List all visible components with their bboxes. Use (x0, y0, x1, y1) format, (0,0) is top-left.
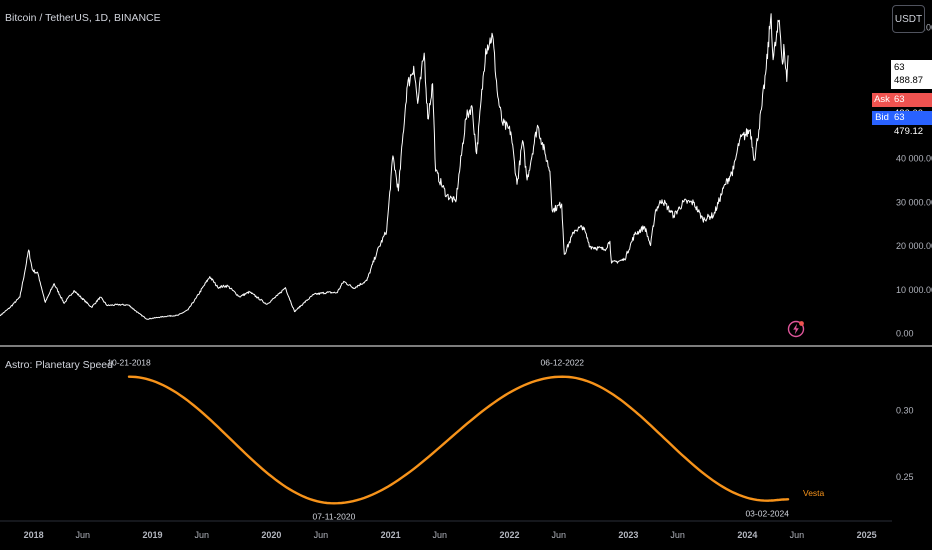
time-axis-tick-label: Jun (314, 530, 329, 540)
time-axis-tick-label: 2024 (737, 530, 757, 540)
price-axis-tick-label: 40 000.00 (896, 154, 932, 164)
ask-price-tag: Ask 63 480.00 (872, 93, 932, 119)
last-price-label: 63 488.87 05:32:50 (891, 60, 932, 99)
indicator-axis-tick-label: 0.25 (896, 472, 914, 482)
vesta-series-label: Vesta (803, 488, 825, 498)
time-axis-tick-label: 2018 (24, 530, 44, 540)
extremum-date-label: 06-12-2022 (541, 358, 585, 368)
time-axis-tick-label: 2023 (618, 530, 638, 540)
time-axis-tick-label: Jun (790, 530, 805, 540)
time-axis-tick-label: Jun (670, 530, 685, 540)
flash-alert-icon[interactable] (787, 320, 805, 338)
bid-value: 63 479.12 (892, 111, 932, 137)
price-axis-tick-label: 10 000.00 (896, 285, 932, 295)
price-series-line (0, 13, 789, 320)
bid-label: Bid (872, 111, 892, 125)
price-axis-tick-label: 0.00 (896, 329, 914, 339)
time-axis-tick-label: 2020 (261, 530, 281, 540)
time-axis-tick-label: 2021 (381, 530, 401, 540)
symbol-title: Bitcoin / TetherUS, 1D, BINANCE (5, 12, 161, 24)
ask-value: 63 480.00 (892, 93, 932, 119)
time-axis-tick-label: Jun (75, 530, 90, 540)
time-axis-tick-label: 2019 (142, 530, 162, 540)
indicator-axis-tick-label: 0.30 (896, 406, 914, 416)
currency-button[interactable]: USDT (892, 5, 925, 33)
extremum-date-label: 03-02-2024 (745, 509, 789, 519)
ask-label: Ask (872, 93, 892, 107)
time-axis-tick-label: Jun (551, 530, 566, 540)
time-axis-tick-label: Jun (194, 530, 209, 540)
time-axis-tick-label: 2022 (499, 530, 519, 540)
price-axis-tick-label: 20 000.00 (896, 241, 932, 251)
bid-price-tag: Bid 63 479.12 (872, 111, 932, 137)
time-axis-tick-label: 2025 (857, 530, 877, 540)
indicator-title[interactable]: Astro: Planetary Speed (5, 359, 113, 371)
extremum-date-label: 07-11-2020 (312, 511, 355, 521)
price-axis-tick-label: 30 000.00 (896, 197, 932, 207)
last-price-value: 63 488.87 (894, 62, 924, 86)
time-axis-tick-label: Jun (433, 530, 448, 540)
vesta-speed-line (127, 375, 790, 505)
extremum-date-label: 10-21-2018 (107, 358, 151, 368)
